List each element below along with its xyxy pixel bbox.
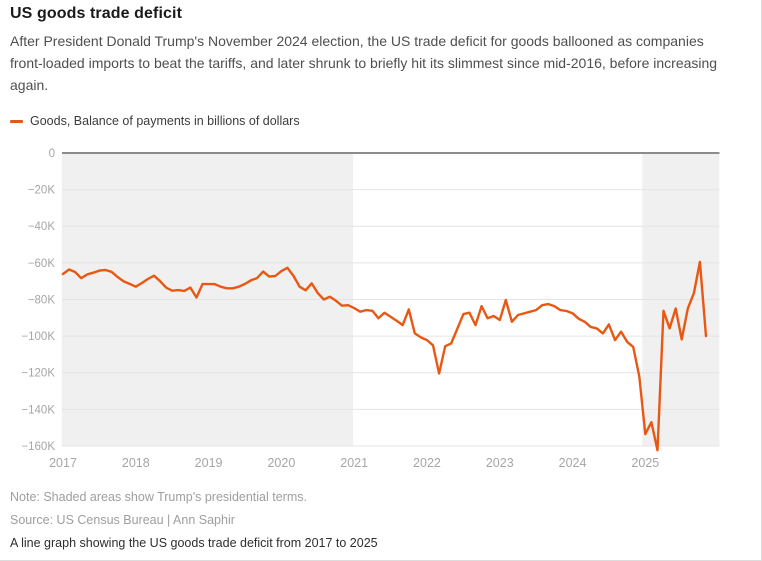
x-tick-label: 2018	[122, 456, 150, 470]
alt-text: A line graph showing the US goods trade …	[10, 536, 378, 550]
legend: Goods, Balance of payments in billions o…	[10, 113, 300, 129]
note-text: Note: Shaded areas show Trump's presiden…	[10, 490, 307, 504]
legend-line-swatch-icon	[10, 120, 23, 123]
x-tick-label: 2017	[49, 456, 77, 470]
deficit-line	[61, 260, 708, 452]
x-tick-label: 2024	[559, 456, 587, 470]
y-tick-label: 0	[49, 148, 55, 160]
y-tick-label: −120K	[21, 368, 55, 380]
x-tick-label: 2021	[340, 456, 368, 470]
page-title: US goods trade deficit	[10, 5, 182, 22]
x-tick-label: 2023	[486, 456, 514, 470]
x-tick-label: 2020	[267, 456, 295, 470]
y-tick-label: −60K	[28, 258, 56, 270]
x-tick-label: 2019	[195, 456, 223, 470]
y-tick-label: −40K	[28, 221, 56, 233]
y-tick-label: −160K	[21, 441, 55, 453]
trade-deficit-line-chart: 0 −20K −40K −60K −80K −100K −120K −140K −160K 201…	[21, 148, 720, 470]
source-text: Source: US Census Bureau | Ann Saphir	[10, 513, 235, 527]
y-tick-label: −80K	[28, 294, 56, 306]
legend-label: Goods, Balance of payments in billions o…	[30, 114, 300, 128]
y-tick-label: −140K	[21, 404, 55, 416]
x-tick-label: 2025	[631, 456, 659, 470]
y-tick-label: −100K	[21, 331, 55, 343]
y-tick-label: −20K	[28, 185, 56, 197]
x-tick-label: 2022	[413, 456, 441, 470]
chart-description: After President Donald Trump's November …	[10, 33, 718, 93]
